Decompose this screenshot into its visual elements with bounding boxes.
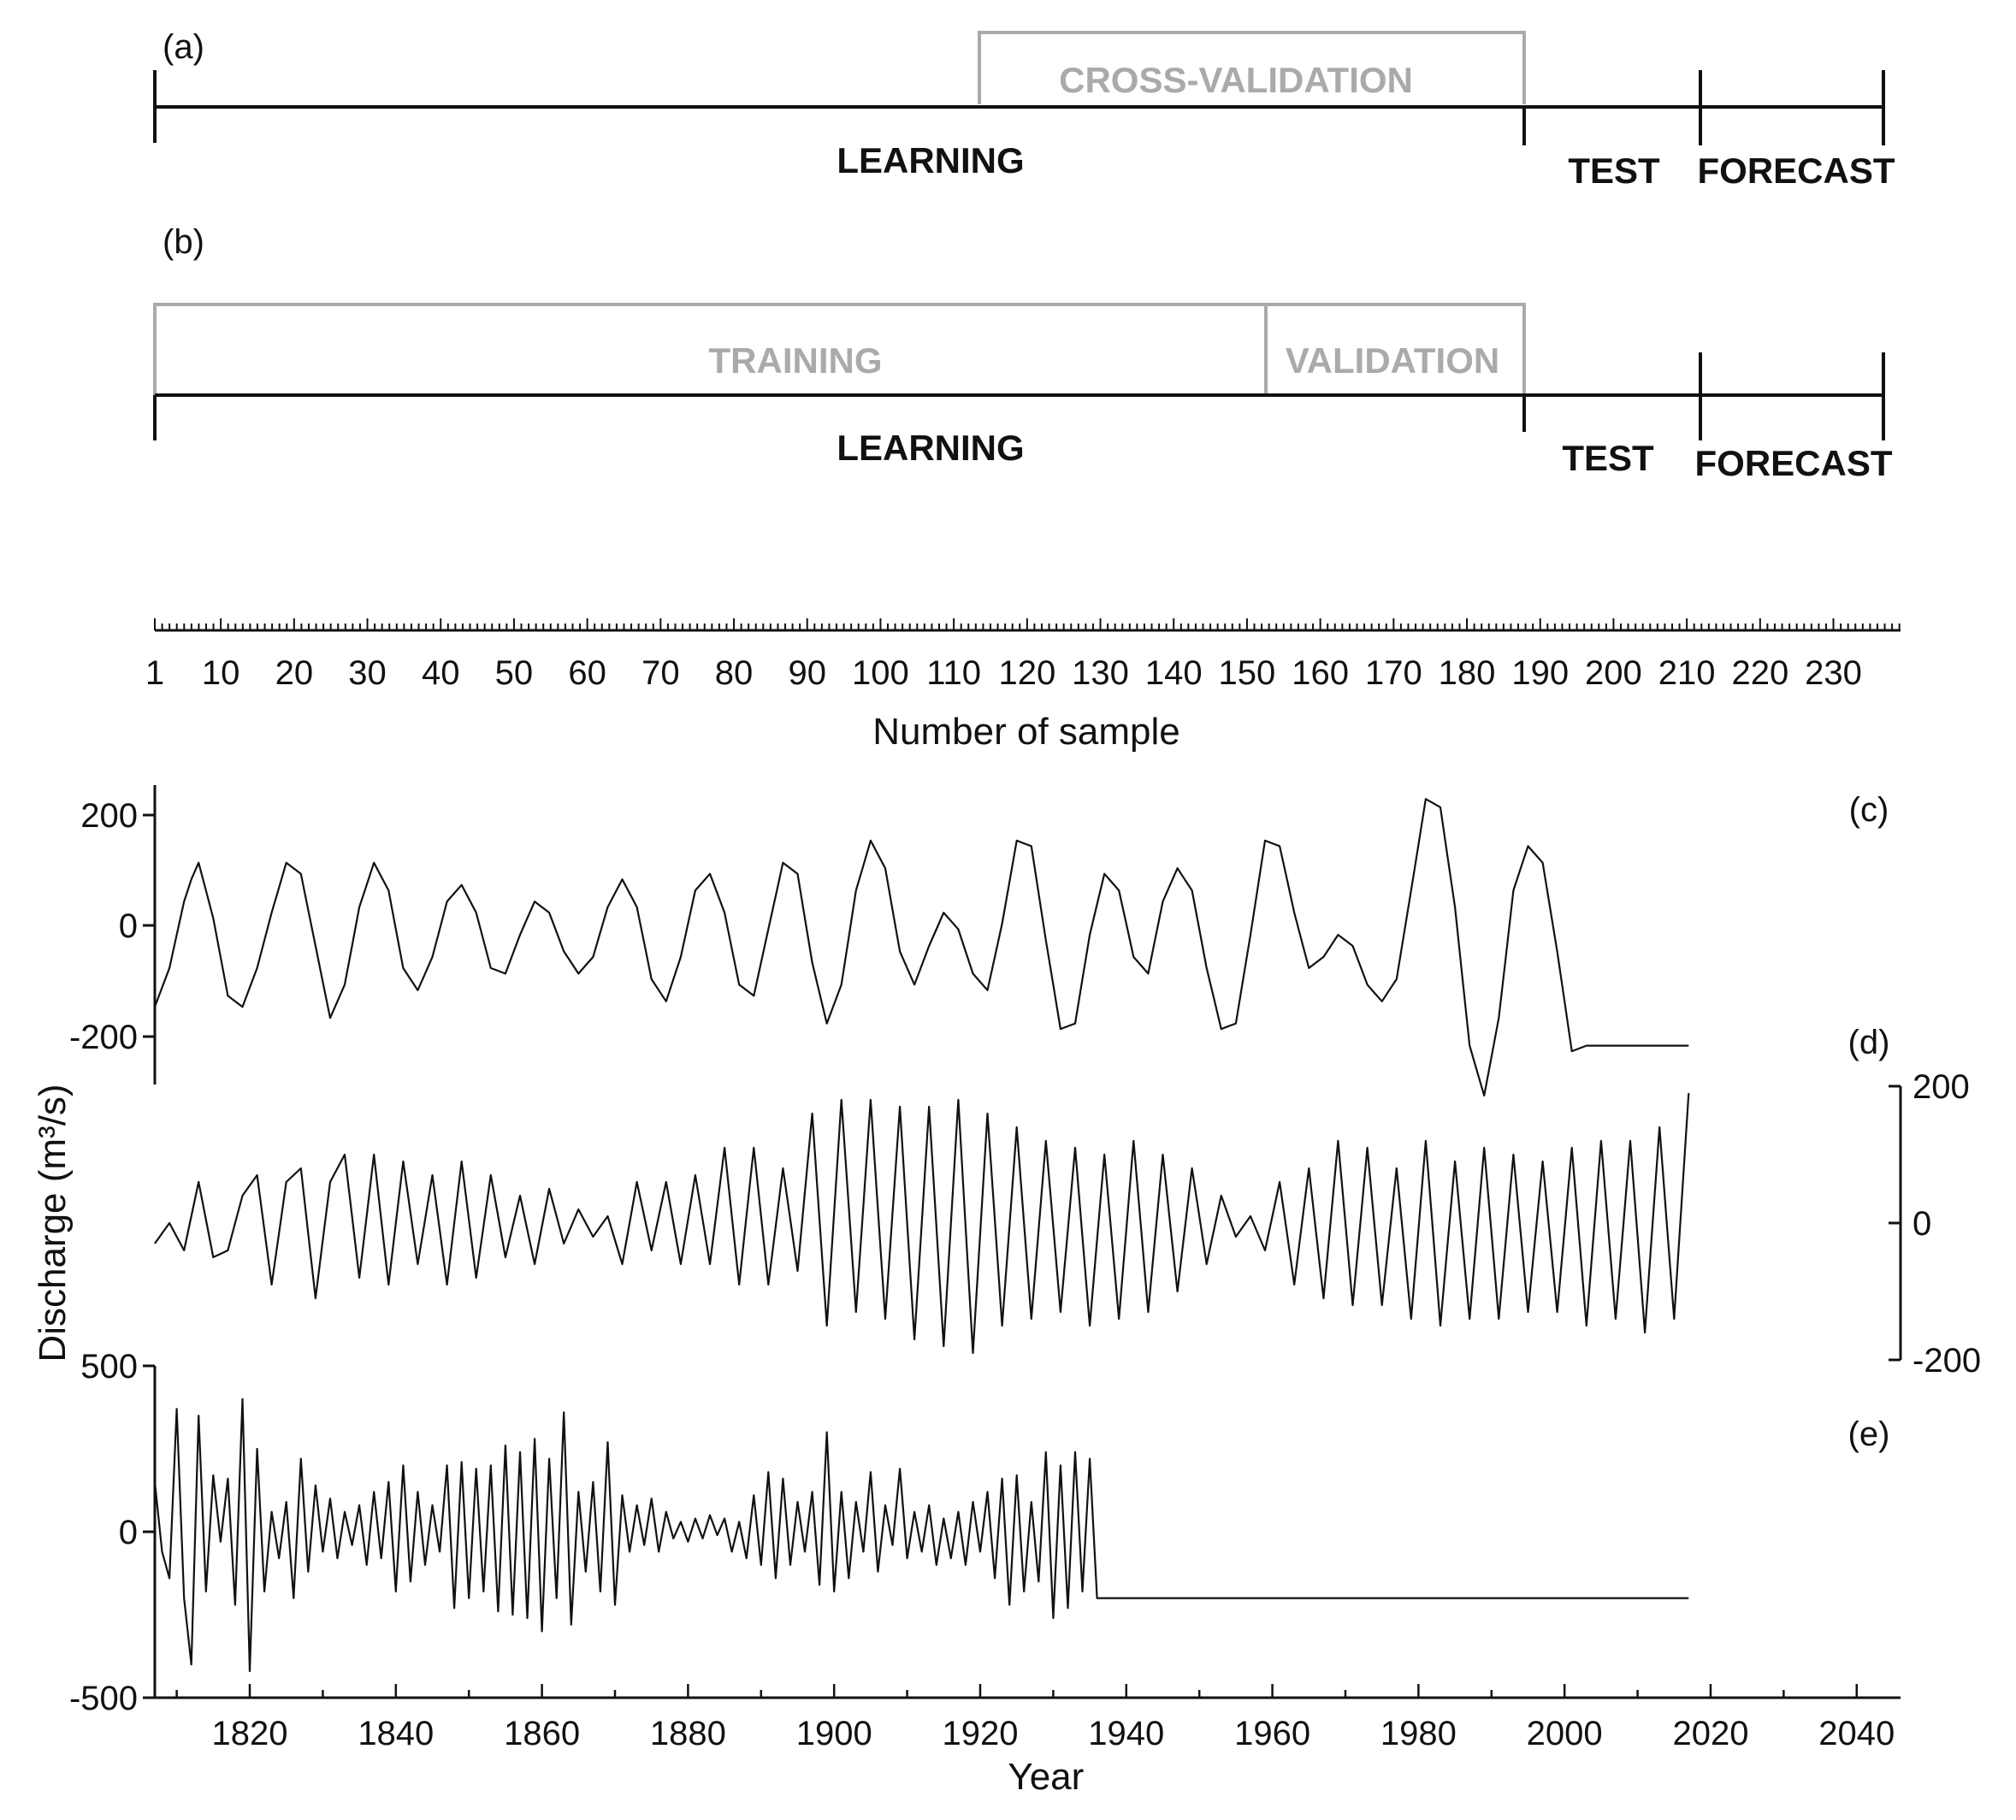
- panel-b-label: (b): [163, 223, 204, 261]
- sample-axis-tick-label: 90: [788, 654, 826, 692]
- year-tick-label: 1960: [1234, 1715, 1310, 1752]
- panel-e-series-line: [153, 1398, 1689, 1673]
- sample-axis-tick-label: 100: [852, 654, 909, 692]
- test-label-b: TEST: [1562, 438, 1654, 478]
- sample-axis-tick-label: 80: [715, 654, 754, 692]
- panel-c-series-line: [153, 798, 1689, 1097]
- sample-axis-tick-label: 70: [641, 654, 680, 692]
- validation-label: VALIDATION: [1286, 340, 1499, 381]
- sample-axis-tick-label: 50: [495, 654, 534, 692]
- panel-d: 200 0 -200 (d): [154, 1024, 1981, 1380]
- sample-axis-tick-label: 60: [568, 654, 606, 692]
- year-tick-label: 1840: [358, 1715, 434, 1752]
- sample-axis-tick-label: 110: [926, 654, 981, 692]
- panel-a-label: (a): [163, 28, 204, 66]
- y-tick-label: 200: [80, 797, 138, 835]
- sample-axis-tick-label: 40: [422, 654, 460, 692]
- sample-axis-tick-label: 1: [145, 654, 164, 692]
- y-tick-label: 200: [1913, 1068, 1970, 1106]
- year-tick-label: 2040: [1818, 1715, 1895, 1752]
- panel-d-label: (d): [1848, 1024, 1890, 1061]
- year-axis: 1820 1840 1860 1880 1900 1920 1940 1960 1980 2000…: [155, 1684, 1901, 1798]
- sample-axis-tick-label: 120: [998, 654, 1055, 692]
- data-split-schema: (a) (b) CROSS-VALIDATION LEARNING TEST F…: [145, 28, 1901, 753]
- training-label: TRAINING: [709, 340, 883, 381]
- y-tick-label: 0: [1913, 1205, 1931, 1243]
- y-tick-label: -200: [69, 1019, 138, 1056]
- panel-d-series-line: [154, 1092, 1690, 1355]
- y-tick-label: 0: [119, 1514, 138, 1551]
- sample-axis-tick-label: 140: [1145, 654, 1203, 692]
- sample-axis-tick-label: 220: [1731, 654, 1788, 692]
- year-tick-label: 2020: [1672, 1715, 1748, 1752]
- panel-c: 200 0 -200 (c): [69, 785, 1889, 1097]
- sample-axis-tick-label: 160: [1292, 654, 1349, 692]
- panel-e-label: (e): [1848, 1415, 1890, 1453]
- sample-axis-tick-label: 230: [1805, 654, 1862, 692]
- year-tick-label: 1940: [1088, 1715, 1164, 1752]
- forecast-label-b: FORECAST: [1695, 443, 1893, 483]
- sample-axis-tick-label: 150: [1219, 654, 1276, 692]
- sample-axis-tick-label: 30: [348, 654, 387, 692]
- y-tick-label: 0: [119, 907, 138, 945]
- year-tick-label: 1880: [650, 1715, 726, 1752]
- forecast-label-a: FORECAST: [1698, 151, 1895, 191]
- year-tick-label: 2000: [1527, 1715, 1603, 1752]
- year-tick-label: 1980: [1380, 1715, 1457, 1752]
- sample-axis-tick-label: 20: [275, 654, 314, 692]
- sample-axis-tick-label: 200: [1585, 654, 1642, 692]
- year-tick-label: 1820: [212, 1715, 288, 1752]
- year-tick-label: 1920: [942, 1715, 1018, 1752]
- year-axis-label: Year: [1008, 1756, 1084, 1798]
- learning-label-a: LEARNING: [837, 140, 1024, 180]
- sample-axis-tick-label: 190: [1511, 654, 1569, 692]
- cross-validation-bracket: [978, 31, 1526, 104]
- test-label-a: TEST: [1568, 151, 1660, 191]
- sample-axis-label: Number of sample: [872, 711, 1179, 753]
- discharge-axis-label: Discharge (m³/s): [32, 1084, 74, 1362]
- sample-axis-tick-label: 170: [1365, 654, 1422, 692]
- y-tick-label: -200: [1913, 1342, 1981, 1380]
- learning-label-b: LEARNING: [837, 428, 1024, 468]
- year-tick-label: 1860: [504, 1715, 580, 1752]
- sample-number-axis: 1 10 20 30 40 50 60 70 80 90 100 110 120 130 140 150 160…: [145, 618, 1901, 692]
- panel-c-label: (c): [1849, 791, 1889, 829]
- sample-axis-tick-label: 210: [1658, 654, 1716, 692]
- sample-axis-tick-label: 130: [1072, 654, 1129, 692]
- panel-e: 500 0 -500 (e): [69, 1348, 1890, 1717]
- y-tick-label: 500: [80, 1348, 138, 1386]
- year-tick-label: 1900: [796, 1715, 872, 1752]
- training-bracket: [153, 303, 1526, 395]
- cross-validation-label: CROSS-VALIDATION: [1059, 60, 1413, 100]
- sample-axis-tick-label: 180: [1439, 654, 1496, 692]
- y-tick-label: -500: [69, 1680, 138, 1717]
- sample-axis-tick-label: 10: [202, 654, 240, 692]
